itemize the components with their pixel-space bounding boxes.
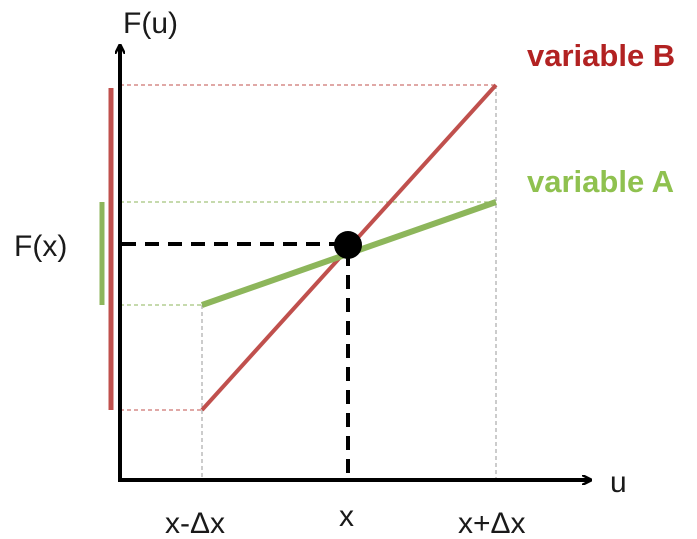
legend-variable-a: variable A [527, 164, 674, 199]
fx-label: F(x) [14, 230, 67, 263]
x-axis-title: u [610, 466, 627, 499]
tick-label-right: x+Δx [458, 507, 526, 539]
tick-label-left: x-Δx [165, 507, 225, 539]
legend-variable-b: variable B [527, 38, 675, 73]
y-axis-title: F(u) [123, 7, 178, 40]
intersection-point [334, 231, 362, 259]
tick-label-center: x [339, 500, 354, 533]
